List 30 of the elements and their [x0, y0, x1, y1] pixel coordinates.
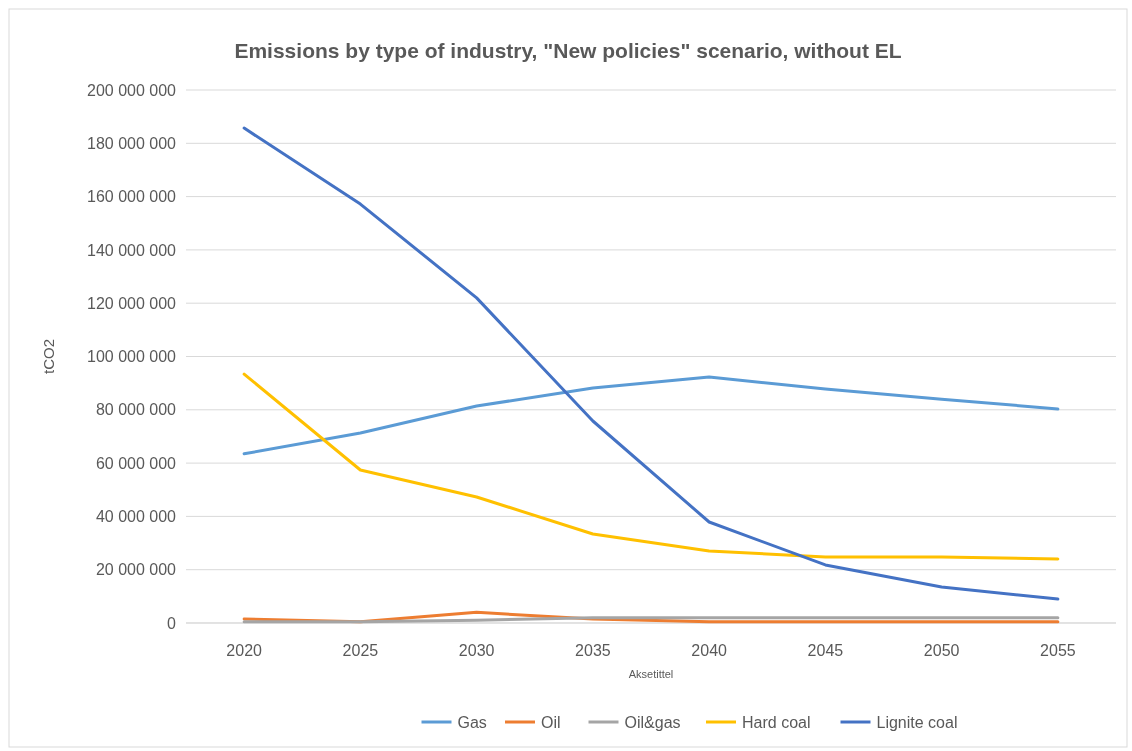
x-tick-label: 2035 — [575, 642, 611, 659]
y-tick-label: 160 000 000 — [87, 188, 177, 206]
y-tick-label: 60 000 000 — [95, 454, 177, 472]
x-tick-label: 2040 — [691, 642, 728, 659]
y-tick-label: 100 000 000 — [87, 348, 177, 366]
y-tick-label: 120 000 000 — [87, 294, 177, 312]
y-axis-title: tCO2 — [40, 338, 57, 375]
legend-label: Lignite coal — [876, 713, 958, 731]
y-tick-label: 80 000 000 — [95, 401, 177, 419]
line-series — [242, 375, 1060, 456]
y-tick-label: 20 000 000 — [95, 561, 177, 579]
legend-label: Hard coal — [742, 713, 811, 731]
x-tick-label: 2050 — [923, 642, 960, 659]
x-tick-label: 2020 — [226, 642, 263, 659]
y-tick-label: 40 000 000 — [95, 508, 177, 525]
legend-label: Gas — [457, 713, 487, 731]
y-tick-label: 140 000 000 — [87, 241, 177, 259]
line-series — [242, 126, 1060, 601]
y-tick-label: 200 000 000 — [87, 81, 177, 99]
x-tick-label: 2030 — [458, 642, 495, 659]
legend-label: Oil — [541, 713, 561, 731]
y-tick-label: 180 000 000 — [87, 134, 177, 152]
x-tick-label: 2055 — [1040, 642, 1076, 659]
x-tick-label: 2045 — [807, 642, 844, 659]
x-axis-title: Aksetittel — [628, 668, 674, 680]
chart-title: Emissions by type of industry, "New policies" scenario, without EL — [234, 39, 902, 62]
line-series — [242, 372, 1060, 561]
legend-label: Oil&gas — [624, 713, 681, 731]
x-tick-label: 2025 — [342, 642, 379, 659]
y-tick-label: 0 — [167, 614, 177, 632]
